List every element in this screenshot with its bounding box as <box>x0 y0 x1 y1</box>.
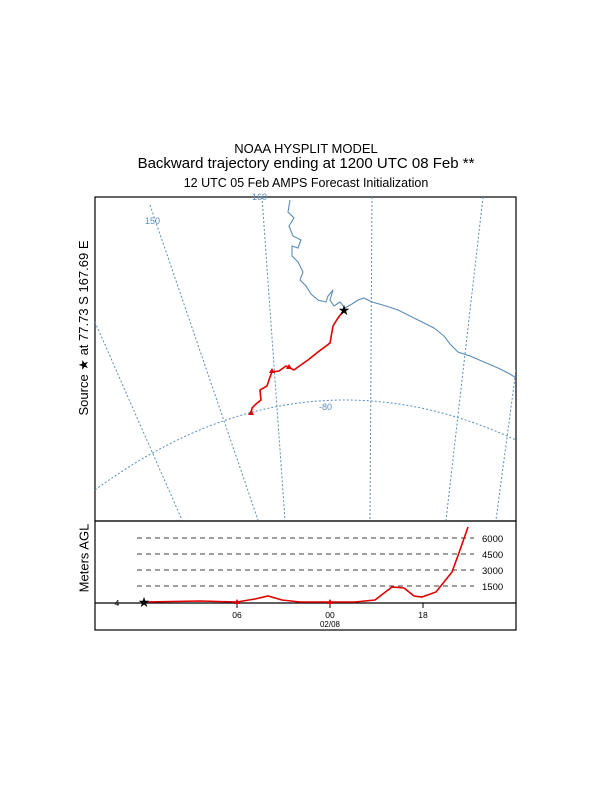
level-label: 1500 <box>482 582 503 593</box>
trajectory-marker <box>286 364 292 369</box>
trajectory-path <box>250 309 345 415</box>
time-tick-label: 06 <box>232 610 242 620</box>
time-tick-label: 18 <box>418 610 428 620</box>
date-label: 02/08 <box>320 620 341 629</box>
meridian-label: 150 <box>145 216 160 226</box>
trajectory-title: Backward trajectory ending at 1200 UTC 0… <box>137 155 475 172</box>
meridian-line <box>95 321 183 521</box>
height-marker <box>327 599 333 604</box>
height-panel: 6000 4500 3000 1500 06 00 18 02/08 4 ★ <box>94 520 517 631</box>
meridian-line <box>149 204 259 521</box>
parallel-label: -80 <box>319 402 332 412</box>
meridian-line <box>369 197 373 521</box>
model-title: NOAA HYSPLIT MODEL <box>234 141 378 156</box>
trajectory-marker <box>248 410 254 415</box>
left-marker-label: 4 <box>115 598 120 608</box>
meridian-line <box>495 369 516 521</box>
map-panel: 150 160 -80 ★ <box>94 192 517 522</box>
source-star-icon: ★ <box>338 302 351 318</box>
level-label: 6000 <box>482 534 503 545</box>
height-profile <box>143 526 469 603</box>
initialization-subtitle: 12 UTC 05 Feb AMPS Forecast Initializati… <box>183 176 429 190</box>
level-label: 4500 <box>482 550 503 561</box>
trajectory-marker <box>269 368 275 373</box>
parallel-line <box>95 399 516 491</box>
map-frame <box>94 196 517 522</box>
height-marker <box>234 599 240 604</box>
meridian-line <box>261 197 286 521</box>
time-tick-label: 00 <box>325 610 335 620</box>
level-label: 3000 <box>482 566 503 577</box>
coastline <box>287 199 516 379</box>
height-frame <box>94 520 517 631</box>
trajectory-markers <box>248 364 292 415</box>
meridian-line <box>445 197 484 521</box>
meridian-label: 160 <box>252 192 267 202</box>
source-star-icon: ★ <box>138 594 151 610</box>
